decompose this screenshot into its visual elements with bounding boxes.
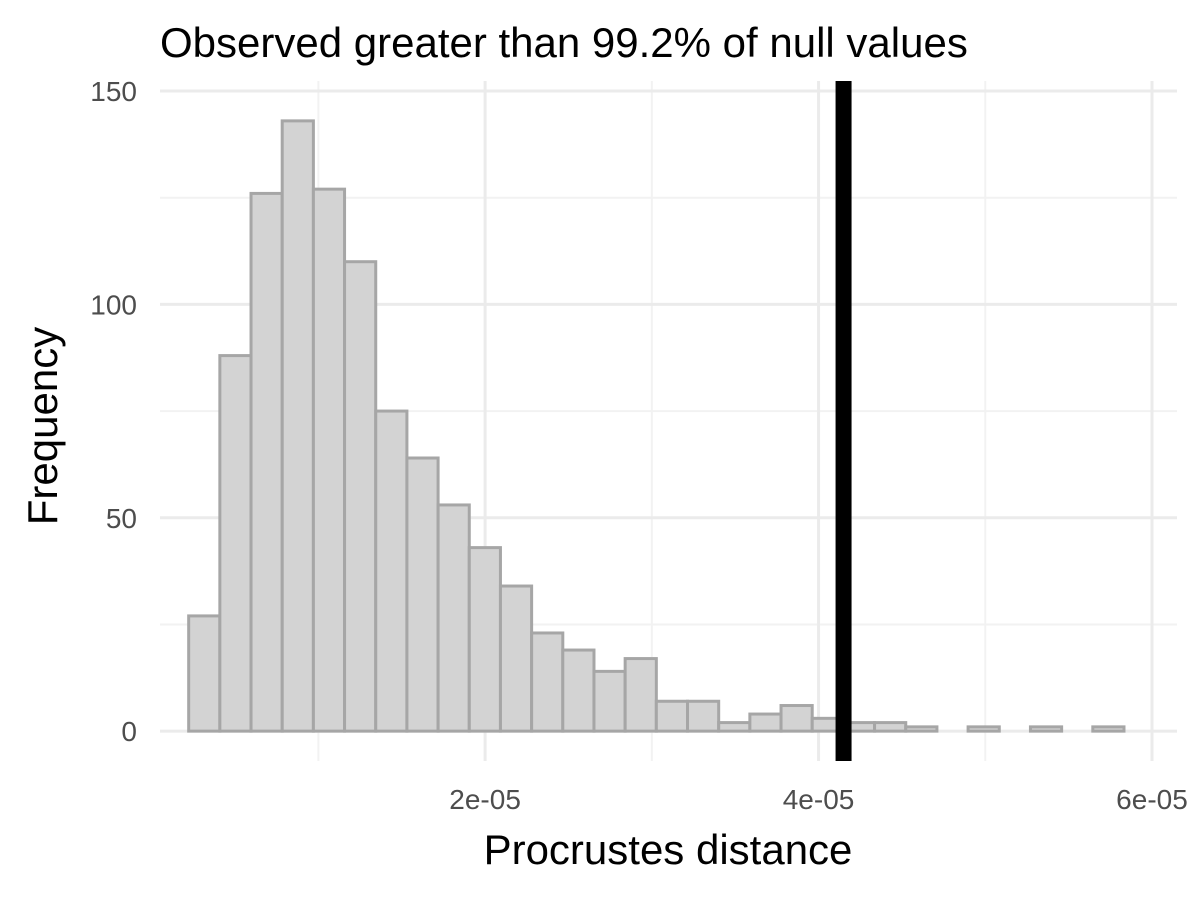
histogram-bar bbox=[873, 721, 908, 733]
histogram-bar bbox=[1028, 725, 1064, 733]
histogram-bar bbox=[436, 503, 471, 733]
histogram-bar bbox=[748, 712, 783, 733]
histogram-bar bbox=[530, 631, 565, 733]
histogram-bar bbox=[249, 191, 284, 733]
y-tick-label: 100 bbox=[90, 289, 137, 320]
y-tick-label: 0 bbox=[121, 716, 137, 747]
x-tick-label: 4e-05 bbox=[783, 784, 855, 815]
histogram-bar bbox=[343, 260, 378, 733]
histogram-bar bbox=[717, 721, 752, 733]
histogram-bar bbox=[311, 187, 347, 733]
y-axis-title: Frequency bbox=[19, 327, 66, 525]
histogram-bar bbox=[592, 669, 627, 733]
histogram-bar bbox=[904, 725, 939, 733]
histogram-bar bbox=[280, 119, 315, 733]
histogram-bar bbox=[654, 699, 690, 733]
tick-labels: 0 50 100 150 2e-05 4e-05 6e-05 bbox=[90, 76, 1188, 815]
histogram-bar bbox=[623, 657, 658, 733]
histogram-bar bbox=[966, 725, 1001, 733]
histogram-bar bbox=[686, 699, 721, 733]
y-tick-label: 150 bbox=[90, 76, 137, 107]
x-axis-title: Procrustes distance bbox=[484, 826, 853, 873]
histogram-bar bbox=[467, 546, 502, 733]
histogram-bar bbox=[374, 409, 409, 733]
histogram-bar bbox=[405, 456, 440, 733]
histogram-bar bbox=[187, 614, 222, 733]
histogram-bars bbox=[187, 119, 1126, 733]
histogram-bar bbox=[498, 584, 534, 733]
histogram-bar bbox=[218, 354, 253, 733]
x-tick-label: 6e-05 bbox=[1116, 784, 1188, 815]
y-tick-label: 50 bbox=[106, 503, 137, 534]
histogram-bar bbox=[779, 704, 814, 733]
histogram-bar bbox=[561, 648, 596, 733]
x-tick-label: 2e-05 bbox=[449, 784, 521, 815]
histogram-bar bbox=[1091, 725, 1126, 733]
chart-title: Observed greater than 99.2% of null valu… bbox=[160, 19, 968, 66]
